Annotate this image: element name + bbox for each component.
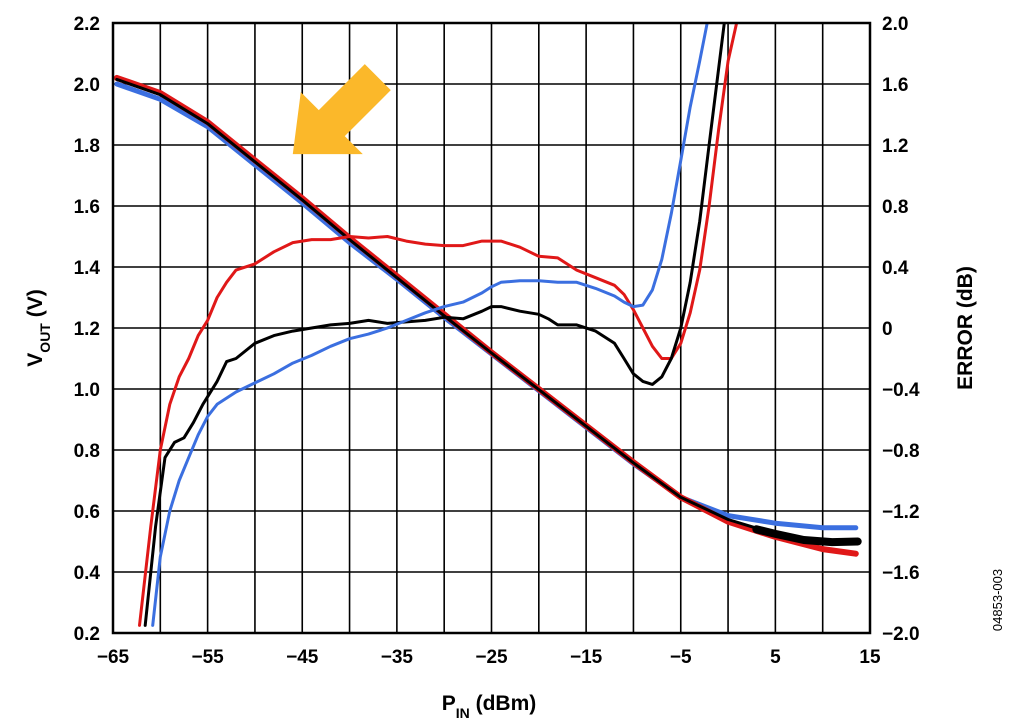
- series-line-left: [113, 74, 859, 557]
- tick-labels: −65 −55 −45 −35 −25 −15 −5 5 150.20.40.60.81.01.…: [74, 14, 920, 668]
- y-right-tick-label: −0.4: [882, 380, 920, 401]
- grid: [112, 22, 871, 634]
- y-right-tick-label: −0.8: [882, 441, 920, 462]
- x-tick-label: −15: [570, 647, 603, 668]
- y-right-tick-label: 0: [882, 319, 893, 340]
- x-tick-label: −25: [475, 647, 508, 668]
- y-right-tick-label: −2.0: [882, 624, 920, 645]
- y-axis-left-label: VOUT (V): [24, 289, 53, 366]
- x-tick-label: −5: [670, 647, 692, 668]
- series-line-right: [143, 23, 726, 627]
- y-left-tick-label: 2.2: [74, 14, 100, 35]
- y-right-tick-label: 1.6: [882, 75, 908, 96]
- plot-frame: [111, 21, 872, 635]
- x-tick-label: −55: [192, 647, 225, 668]
- y-right-tick-label: 2.0: [882, 14, 908, 35]
- y-left-tick-label: 0.6: [74, 502, 100, 523]
- y-left-tick-label: 1.0: [74, 380, 100, 401]
- x-axis-label: PIN (dBm): [442, 692, 537, 721]
- x-tick-label: −35: [381, 647, 414, 668]
- series-line-right: [151, 23, 709, 627]
- arrow-annotation: [292, 64, 391, 155]
- y-left-tick-label: 1.4: [74, 258, 101, 279]
- y-left-tick-label: 1.2: [74, 319, 100, 340]
- y-axis-right-label: ERROR (dB): [954, 266, 977, 390]
- y-right-tick-label: −1.2: [882, 502, 920, 523]
- figure-id: 04853-003: [990, 569, 1005, 631]
- y-right-tick-label: −1.6: [882, 563, 920, 584]
- y-right-tick-label: 0.4: [882, 258, 909, 279]
- x-tick-label: 5: [770, 647, 781, 668]
- x-tick-label: 15: [859, 647, 881, 668]
- y-left-tick-label: 2.0: [74, 75, 100, 96]
- y-left-tick-label: 1.6: [74, 197, 100, 218]
- x-tick-label: −45: [286, 647, 319, 668]
- series-line-left: [115, 77, 858, 543]
- series-line-left: [752, 525, 862, 547]
- y-right-tick-label: 0.8: [882, 197, 908, 218]
- series-line-left: [114, 81, 859, 531]
- y-left-tick-label: 0.4: [74, 563, 101, 584]
- y-left-tick-label: 1.8: [74, 136, 100, 157]
- series-layer: [113, 23, 862, 627]
- y-left-tick-label: 0.8: [74, 441, 100, 462]
- y-right-tick-label: 1.2: [882, 136, 908, 157]
- x-tick-label: −65: [97, 647, 130, 668]
- y-left-tick-label: 0.2: [74, 624, 100, 645]
- series-line-right: [138, 23, 739, 627]
